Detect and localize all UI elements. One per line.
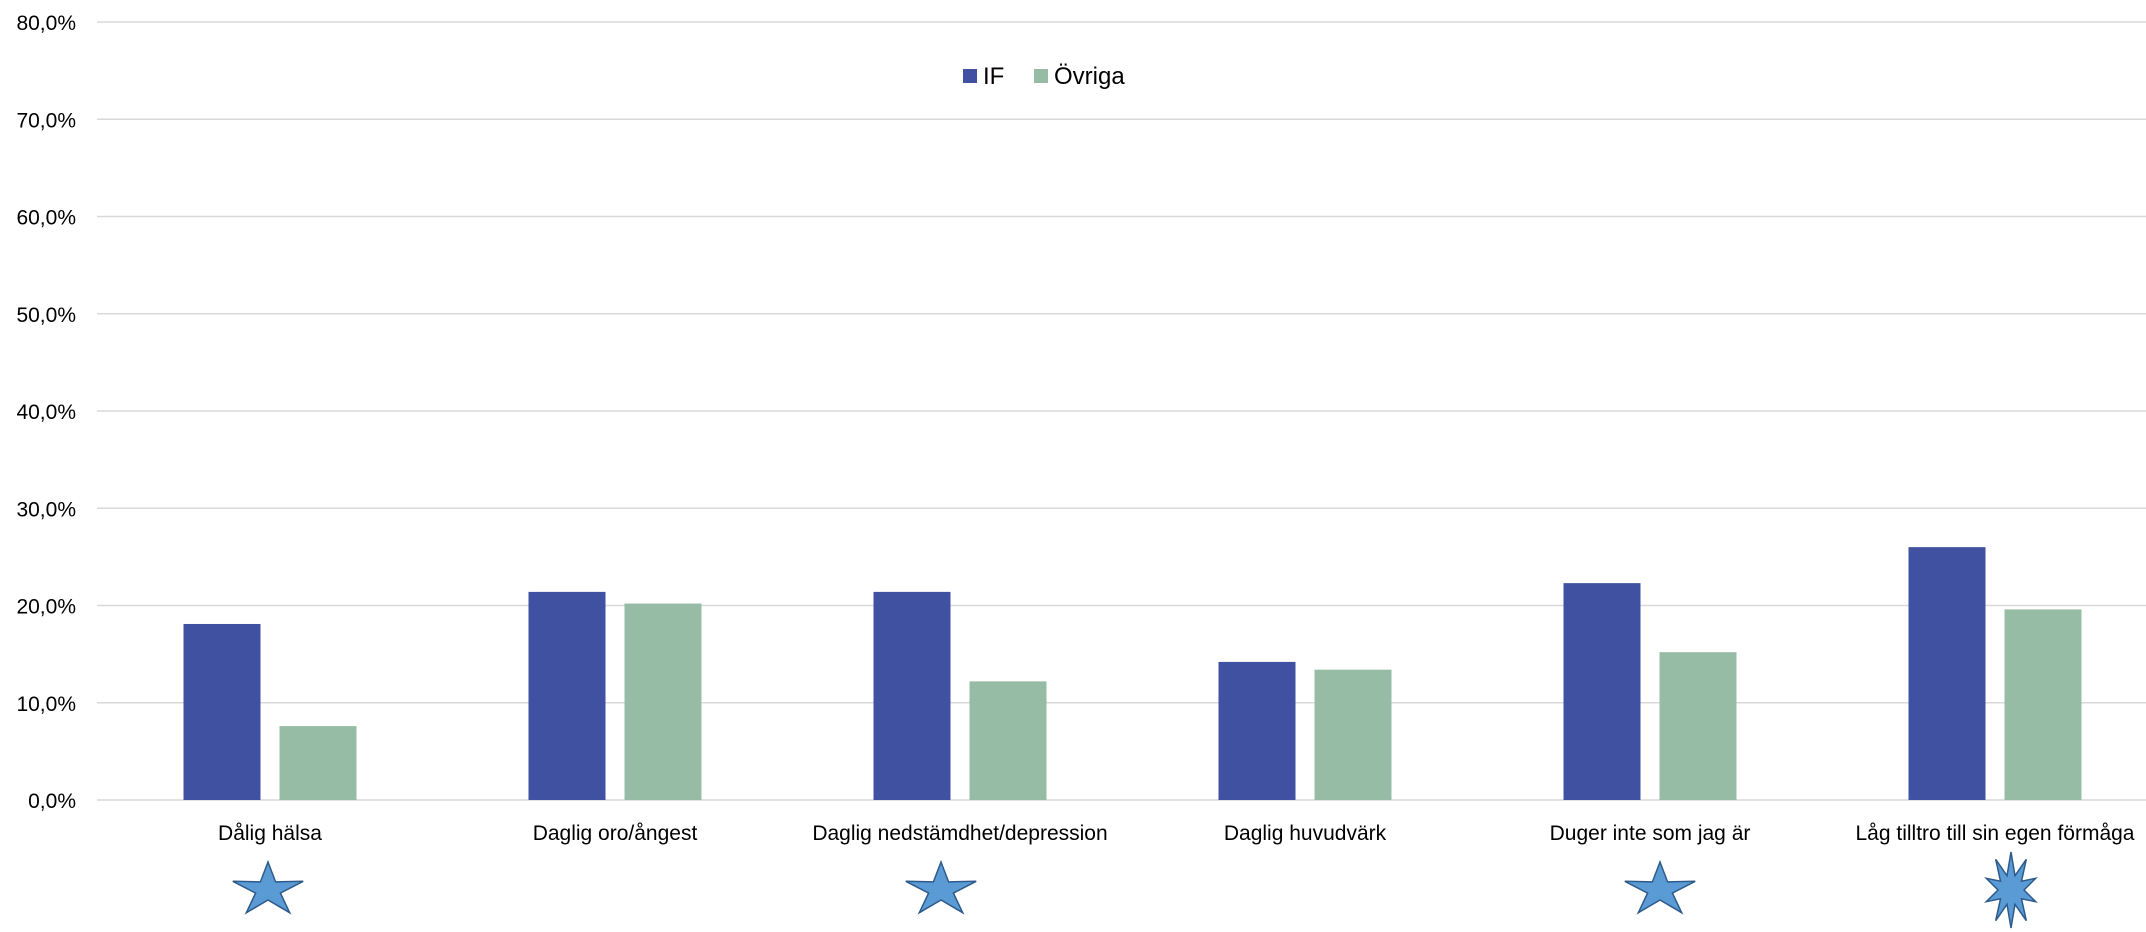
bar-ovriga [2004,609,2082,800]
bar-ovriga [969,681,1047,800]
category-label: Dålig hälsa [218,822,322,845]
bar-ovriga [279,726,357,800]
y-tick-label: 0,0% [28,790,76,813]
bar-ovriga [624,603,702,800]
y-axis-tick-labels: 0,0% 10,0% 20,0% 30,0% 40,0% 50,0% 60,0% 70,0% 8… [16,12,76,813]
legend-label: Övriga [1054,63,1125,90]
bar-if [1908,547,1986,800]
bar-if [873,591,951,800]
star-marker-icon [1624,859,1696,915]
y-tick-label: 10,0% [16,693,76,716]
y-tick-label: 60,0% [16,207,76,230]
y-tick-label: 20,0% [16,596,76,619]
category-label: Daglig nedstämdhet/depression [812,822,1107,845]
star-marker-icon [232,859,304,915]
y-tick-label: 30,0% [16,498,76,521]
bar-if [528,591,606,800]
y-tick-label: 70,0% [16,109,76,132]
category-label: Duger inte som jag är [1550,822,1751,845]
burst-marker-icon [1984,851,2038,929]
category-label: Daglig oro/ångest [533,822,698,845]
bar-if [183,623,261,800]
star-marker-icon [905,859,977,915]
bar-ovriga [1314,669,1392,800]
legend-label: IF [983,63,1004,90]
bar-if [1218,661,1296,800]
legend-swatch [1034,69,1048,83]
gridlines [97,21,2146,801]
y-tick-label: 50,0% [16,304,76,327]
bar-ovriga [1659,652,1737,800]
y-tick-label: 40,0% [16,401,76,424]
legend-swatch [963,69,977,83]
y-tick-label: 80,0% [16,12,76,35]
bars [183,547,2082,800]
bar-if [1563,583,1641,800]
legend: IF Övriga [963,63,1125,90]
category-label: Låg tilltro till sin egen förmåga [1856,822,2135,845]
category-label: Daglig huvudvärk [1224,822,1387,845]
significance-markers [232,851,2038,929]
x-axis-category-labels: Dålig hälsa Daglig oro/ångest Daglig nedst… [218,822,2135,845]
